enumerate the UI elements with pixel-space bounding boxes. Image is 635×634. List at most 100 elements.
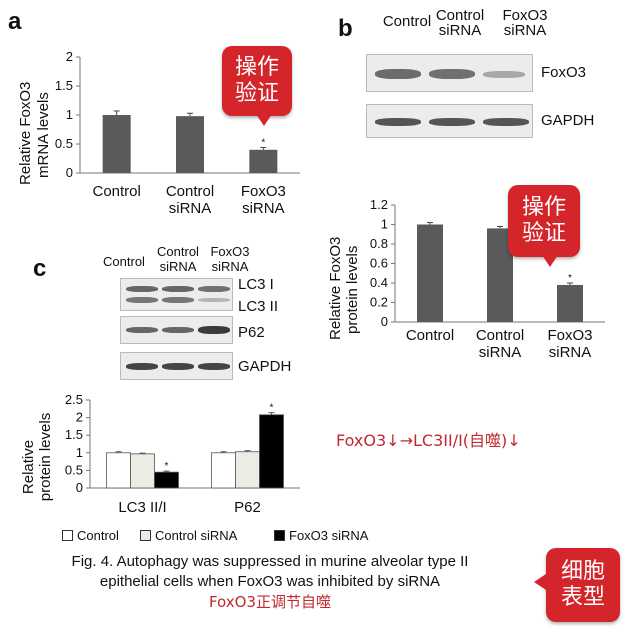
panel-c-ylabel-2: protein levels xyxy=(37,413,54,501)
significance-mark: * xyxy=(568,273,572,284)
legend-swatch xyxy=(274,530,285,541)
y-tick-label: 1 xyxy=(66,107,73,122)
blot-band xyxy=(375,118,421,126)
x-category-label: siRNA xyxy=(169,200,212,217)
x-category-label: Control xyxy=(92,183,140,200)
x-category-label: Control xyxy=(166,183,214,200)
y-tick-label: 0.4 xyxy=(370,275,388,290)
legend-control-sirna: Control siRNA xyxy=(140,528,237,543)
bar xyxy=(249,149,278,173)
panel-b-header-2: Control siRNA xyxy=(435,7,485,39)
panel-b-letter: b xyxy=(338,15,353,42)
x-category-label: siRNA xyxy=(549,344,592,361)
blot-band xyxy=(126,286,158,292)
panel-c-blot-label-lc3ii: LC3 II xyxy=(238,298,279,315)
panel-c-letter: c xyxy=(33,255,47,282)
y-tick-label: 0.8 xyxy=(370,236,388,251)
callout-tail xyxy=(542,255,558,267)
panel-a-ylabel-1: Relative FoxO3 xyxy=(17,82,34,185)
caption-line-3: FoxO3正调节自噬 xyxy=(208,593,332,611)
blot-band xyxy=(162,363,194,370)
legend-swatch xyxy=(140,530,151,541)
callout-a: 操作 验证 xyxy=(222,46,292,126)
panel-c-blot-label-lc3i: LC3 I xyxy=(238,276,274,293)
callout-b: 操作 验证 xyxy=(508,185,580,267)
blot-band xyxy=(162,297,194,303)
callout-tail xyxy=(534,574,546,590)
panel-c-blot-gapdh xyxy=(120,352,233,380)
y-tick-label: 0.2 xyxy=(370,295,388,310)
callout-tail xyxy=(256,114,272,126)
legend-foxo3-sirna: FoxO3 siRNA xyxy=(274,528,368,543)
y-tick-label: 0.6 xyxy=(370,256,388,271)
y-tick-label: 0 xyxy=(76,480,83,495)
panel-b-header-1: Control xyxy=(382,13,432,30)
blot-band xyxy=(483,118,529,126)
panel-b-ylabel-2: protein levels xyxy=(344,246,361,334)
y-tick-label: 0 xyxy=(66,165,73,180)
panel-c-header-1: Control xyxy=(103,254,145,269)
y-tick-label: 1 xyxy=(381,217,388,232)
x-category-label: P62 xyxy=(234,499,261,516)
y-tick-label: 2 xyxy=(76,410,83,425)
legend-swatch xyxy=(62,530,73,541)
x-category-label: FoxO3 xyxy=(241,183,286,200)
x-category-label: Control xyxy=(476,327,524,344)
panel-c-blot-lc3 xyxy=(120,278,233,311)
y-tick-label: 0 xyxy=(381,314,388,329)
x-category-label: FoxO3 xyxy=(547,327,592,344)
y-tick-label: 1.2 xyxy=(370,197,388,212)
legend-control: Control xyxy=(62,528,119,543)
panel-b-blot-label-gapdh: GAPDH xyxy=(541,112,595,129)
conclusion-note: FoxO3↓→LC3II/I(自噬)↓ xyxy=(336,431,521,450)
bar xyxy=(211,452,236,489)
y-tick-label: 1.5 xyxy=(65,427,83,442)
panel-a-ylabel-2: mRNA levels xyxy=(35,92,52,178)
y-tick-label: 1.5 xyxy=(55,78,73,93)
panel-b-header-3: FoxO3 siRNA xyxy=(502,7,548,39)
blot-band xyxy=(126,327,158,333)
caption-line-2: epithelial cells when FoxO3 was inhibite… xyxy=(99,573,441,590)
figure-caption: Fig. 4. Autophagy was suppressed in muri… xyxy=(0,552,540,612)
panel-b-chart: Relative FoxO3 protein levels 0 0.2 0.4 0.6… xyxy=(327,197,605,361)
x-category-label: siRNA xyxy=(242,200,285,217)
bar xyxy=(235,451,260,489)
blot-band xyxy=(429,118,475,126)
panel-c-blot-p62 xyxy=(120,316,233,344)
blot-band xyxy=(483,71,525,78)
bar xyxy=(102,115,131,173)
bar xyxy=(130,453,155,489)
significance-mark: * xyxy=(165,461,169,472)
panel-b-blot-foxo3 xyxy=(366,54,533,92)
blot-band xyxy=(126,363,158,370)
blot-band xyxy=(162,327,194,333)
y-tick-label: 1 xyxy=(76,445,83,460)
blot-band xyxy=(198,298,230,302)
panel-c-header-3: FoxO3 siRNA xyxy=(210,244,250,274)
bar xyxy=(417,224,443,322)
blot-band xyxy=(162,286,194,292)
bar xyxy=(154,471,179,489)
bar xyxy=(176,116,204,173)
y-tick-label: 2.5 xyxy=(65,392,83,407)
y-tick-label: 2 xyxy=(66,49,73,64)
panel-c-blot-label-gapdh: GAPDH xyxy=(238,358,292,375)
blot-band xyxy=(429,69,475,79)
panel-a-letter: a xyxy=(8,8,22,35)
x-category-label: LC3 II/I xyxy=(118,499,166,516)
panel-c-blot-label-p62: P62 xyxy=(238,324,265,341)
y-tick-label: 0.5 xyxy=(65,462,83,477)
blot-band xyxy=(198,363,230,370)
panel-a-chart: Relative FoxO3 mRNA levels 0 0.5 1 1.5 2 Cont… xyxy=(17,49,300,217)
blot-band xyxy=(375,69,421,79)
y-tick-label: 0.5 xyxy=(55,136,73,151)
panel-b-ylabel-1: Relative FoxO3 xyxy=(327,237,344,340)
significance-mark: * xyxy=(270,403,274,414)
callout-caption: 细胞 表型 xyxy=(534,548,620,622)
panel-b-blot-label-foxo3: FoxO3 xyxy=(541,64,587,81)
panel-b-blot-gapdh xyxy=(366,104,533,138)
x-category-label: siRNA xyxy=(479,344,522,361)
panel-c-header-2: Control siRNA xyxy=(157,244,199,274)
